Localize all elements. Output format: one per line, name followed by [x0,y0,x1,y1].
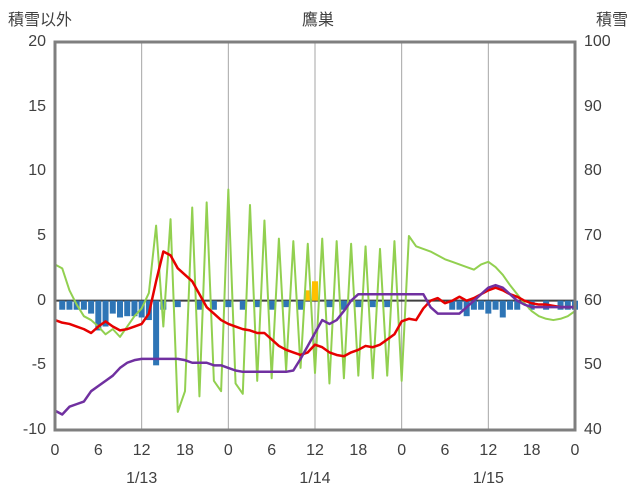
blue-bars [528,300,535,310]
blue-bars [160,300,167,310]
blue-bars [210,300,217,310]
right-axis-tick-label: 90 [584,97,602,115]
blue-bars [268,300,275,310]
left-axis-tick-label: 15 [28,97,46,115]
blue-bars [384,300,391,308]
purple-line [53,283,577,416]
blue-bars [239,300,246,310]
blue-bars [88,300,95,314]
right-axis-tick-label: 40 [584,421,602,438]
blue-bars [355,300,362,308]
x-axis-tick-label: 0 [570,442,580,459]
blue-bars [196,300,203,310]
blue-bars [564,300,571,310]
blue-bars [492,300,499,310]
blue-bars [470,300,477,310]
x-axis-tick-label: 12 [479,442,498,459]
blue-bars [174,300,181,308]
blue-bars [369,300,376,308]
x-axis-tick-label: 12 [132,442,151,459]
right-axis-tick-label: 60 [584,291,602,309]
x-axis-tick-label: 18 [349,442,368,459]
x-axis-tick-label: 6 [440,442,450,459]
blue-bars [507,300,513,310]
x-axis-tick-label: 18 [522,442,541,459]
blue-bars [102,300,109,327]
x-axis-tick-label: 0 [50,442,60,459]
blue-bars [124,300,131,317]
blue-bars [326,300,333,308]
orange-bars [304,290,311,301]
left-axis-tick-label: -5 [31,356,46,374]
x-axis-date-label: 1/13 [126,470,158,487]
blue-bars [80,300,87,310]
right-axis-tick-label: 70 [584,227,602,244]
green-line [54,188,576,413]
blue-bars [59,300,66,310]
blue-bars [95,300,102,331]
blue-bars [283,300,290,308]
blue-bars [225,300,232,308]
x-axis-tick-label: 6 [267,442,277,459]
left-axis-tick-label: 0 [37,291,46,309]
left-axis-tick-label: 10 [28,162,46,180]
blue-bars [297,300,304,310]
blue-bars [66,300,73,310]
right-axis-tick-label: 100 [584,33,611,50]
blue-bars [153,300,160,366]
x-axis-date-label: 1/15 [472,470,504,487]
blue-bars [254,300,261,308]
right-axis-tick-label: 50 [584,356,602,374]
x-axis-tick-label: 18 [176,442,194,459]
left-axis-title: 積雪以外 [8,12,73,29]
plot-frame [53,40,577,432]
blue-bars [456,300,463,310]
blue-bars [478,300,485,310]
blue-bars [557,300,564,310]
blue-bars [109,300,116,314]
blue-bars [514,300,521,310]
red-line [53,250,577,358]
x-axis-tick-label: 0 [223,442,233,459]
chart-title: 鷹巣 [301,12,334,29]
x-axis-date-label: 1/14 [299,470,331,487]
orange-bars [312,281,318,301]
x-axis-tick-label: 0 [397,442,407,459]
x-axis-tick-label: 6 [93,442,103,459]
blue-bars [449,300,456,310]
right-axis-title: 積雪 [595,12,628,29]
blue-bars [340,300,347,310]
blue-bars [117,300,123,318]
left-axis-tick-label: 20 [28,33,46,50]
blue-bars [131,300,138,317]
blue-bars [499,300,506,318]
left-axis-tick-label: -10 [22,421,46,438]
left-axis-tick-label: 5 [37,227,46,244]
blue-bars [485,300,492,314]
right-axis-tick-label: 80 [584,162,602,180]
x-axis-tick-label: 12 [306,442,324,459]
